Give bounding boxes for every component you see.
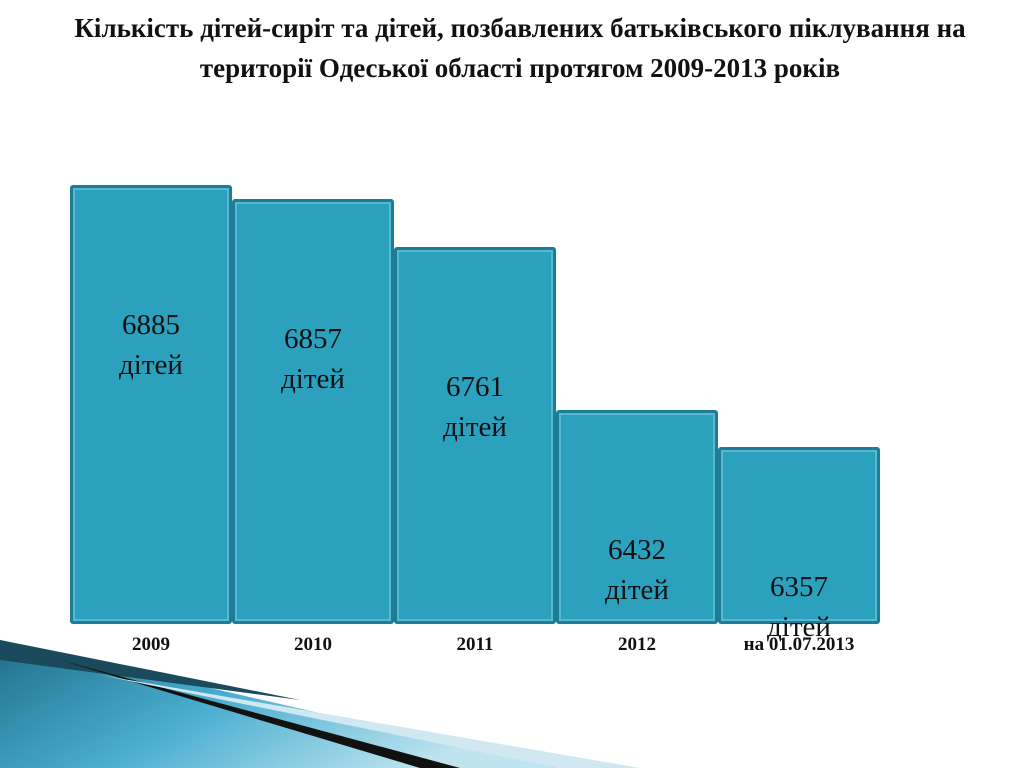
swoosh: [100, 675, 640, 768]
x-tick-label: 2011: [456, 634, 494, 655]
x-tick-label: 2009: [132, 634, 170, 655]
data-label: 6885 дітей: [119, 309, 183, 382]
chart-title: Кількість дітей-сиріт та дітей, позбавле…: [74, 13, 966, 83]
swoosh: [0, 640, 300, 700]
bar: [70, 185, 232, 624]
x-tick-label: 2012: [618, 634, 656, 655]
bar: [556, 409, 718, 624]
x-tick-label: 2010: [294, 634, 332, 655]
data-label: 6761 дітей: [443, 370, 507, 443]
bar: [232, 199, 394, 624]
bar: [394, 246, 556, 624]
data-label: 6857 дітей: [281, 323, 345, 396]
x-tick-label: на 01.07.2013: [743, 634, 855, 655]
data-label: 6432 дітей: [605, 533, 669, 606]
bar: [718, 447, 880, 624]
data-label: 6357 дітей: [767, 571, 831, 644]
